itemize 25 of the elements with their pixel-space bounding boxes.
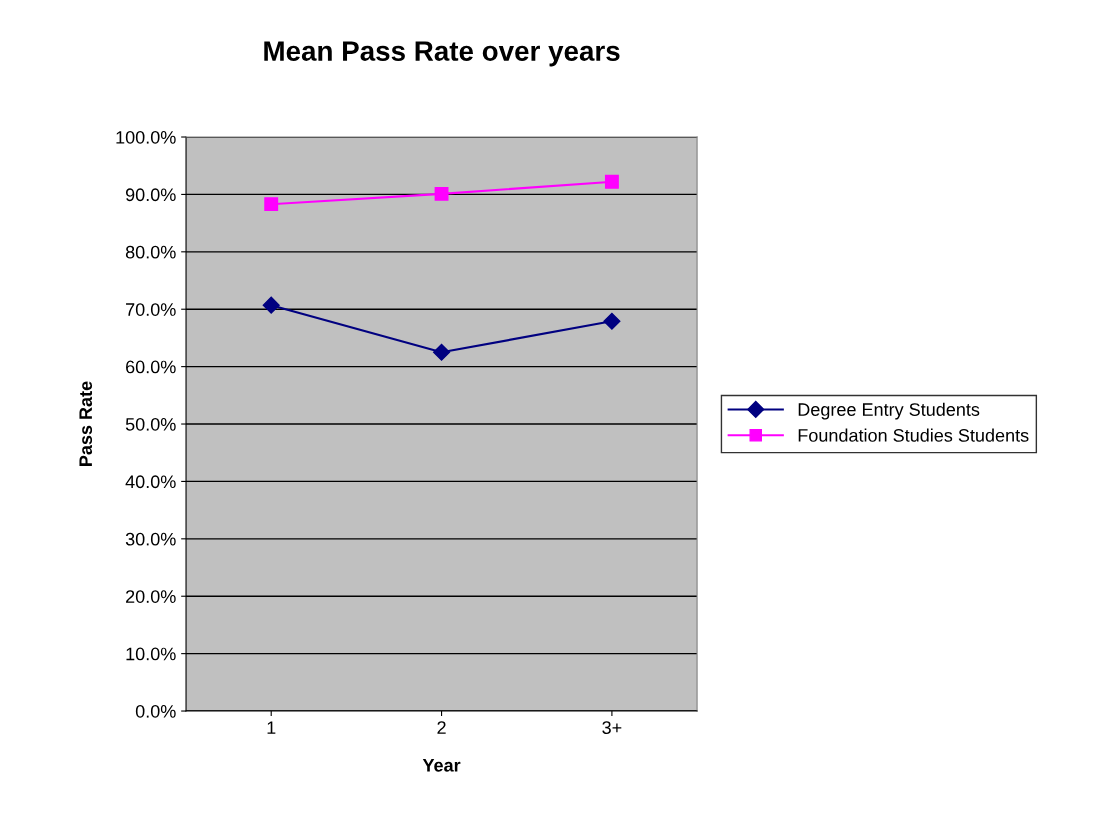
y-tick-label: 10.0% <box>126 647 176 661</box>
legend-label: Degree Entry Students <box>798 402 980 420</box>
y-tick-label: 90.0% <box>125 188 176 202</box>
point <box>262 296 280 314</box>
chart-title: Mean Pass Rate over years <box>264 41 620 67</box>
y-axis-title: Pass Rate <box>79 381 93 466</box>
y-tick-label: 60.0% <box>126 360 176 374</box>
x-tick-label: 3+ <box>602 721 622 735</box>
y-tick-label: 70.0% <box>126 303 176 316</box>
y-tick-label: 40.0% <box>125 475 176 489</box>
y-tick-label: 100.0% <box>116 130 176 144</box>
y-tick-label: 80.0% <box>125 245 176 259</box>
point <box>603 312 621 330</box>
point <box>434 186 449 201</box>
y-tick-label: 20.0% <box>126 590 176 603</box>
point <box>433 343 451 361</box>
legend-label: Foundation Studies Students <box>798 428 1029 442</box>
point <box>604 174 619 189</box>
x-tick-label: 2 <box>437 721 446 734</box>
y-tick-label: 0.0% <box>135 704 176 718</box>
y-tick-label: 50.0% <box>125 417 176 431</box>
point <box>264 197 279 212</box>
x-tick-label: 1 <box>267 721 276 734</box>
x-axis-title: Year <box>422 759 461 772</box>
y-tick-label: 30.0% <box>125 532 176 546</box>
